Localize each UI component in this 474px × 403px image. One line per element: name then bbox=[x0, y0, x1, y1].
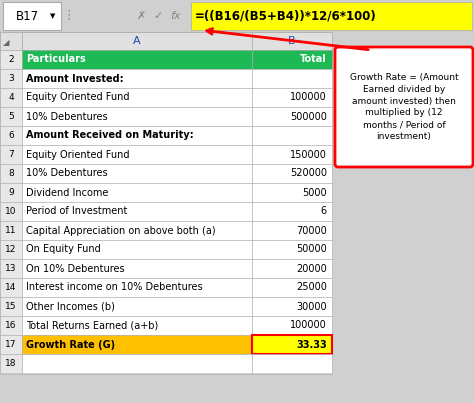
FancyBboxPatch shape bbox=[252, 354, 332, 373]
Text: Other Incomes (b): Other Incomes (b) bbox=[26, 301, 115, 312]
FancyBboxPatch shape bbox=[0, 240, 22, 259]
FancyBboxPatch shape bbox=[3, 2, 61, 30]
Text: 9: 9 bbox=[8, 188, 14, 197]
Text: 10% Debentures: 10% Debentures bbox=[26, 112, 108, 121]
Text: 17: 17 bbox=[5, 340, 17, 349]
Text: 100000: 100000 bbox=[290, 320, 327, 330]
Text: 11: 11 bbox=[5, 226, 17, 235]
FancyBboxPatch shape bbox=[252, 107, 332, 126]
Text: Total: Total bbox=[300, 54, 327, 64]
FancyBboxPatch shape bbox=[252, 50, 332, 69]
Text: 100000: 100000 bbox=[290, 93, 327, 102]
Text: On Equity Fund: On Equity Fund bbox=[26, 245, 101, 255]
FancyBboxPatch shape bbox=[0, 69, 22, 88]
Text: Equity Oriented Fund: Equity Oriented Fund bbox=[26, 150, 129, 160]
FancyBboxPatch shape bbox=[0, 259, 22, 278]
Text: 70000: 70000 bbox=[296, 226, 327, 235]
Text: B: B bbox=[288, 36, 296, 46]
Text: ▼: ▼ bbox=[50, 13, 55, 19]
FancyBboxPatch shape bbox=[0, 221, 22, 240]
Text: Dividend Income: Dividend Income bbox=[26, 187, 109, 197]
FancyBboxPatch shape bbox=[22, 50, 252, 69]
Text: 5: 5 bbox=[8, 112, 14, 121]
Text: 12: 12 bbox=[5, 245, 17, 254]
Text: 10: 10 bbox=[5, 207, 17, 216]
Text: 10% Debentures: 10% Debentures bbox=[26, 168, 108, 179]
FancyBboxPatch shape bbox=[252, 221, 332, 240]
FancyBboxPatch shape bbox=[252, 240, 332, 259]
FancyBboxPatch shape bbox=[0, 32, 332, 374]
FancyBboxPatch shape bbox=[252, 259, 332, 278]
FancyBboxPatch shape bbox=[22, 107, 252, 126]
FancyBboxPatch shape bbox=[0, 0, 474, 32]
FancyBboxPatch shape bbox=[0, 50, 22, 69]
Text: 30000: 30000 bbox=[296, 301, 327, 312]
FancyBboxPatch shape bbox=[22, 259, 252, 278]
Text: 6: 6 bbox=[321, 206, 327, 216]
Text: 500000: 500000 bbox=[290, 112, 327, 121]
Text: Amount Received on Maturity:: Amount Received on Maturity: bbox=[26, 131, 193, 141]
Text: ◢: ◢ bbox=[3, 38, 9, 47]
FancyBboxPatch shape bbox=[252, 297, 332, 316]
FancyBboxPatch shape bbox=[191, 2, 472, 30]
Text: B17: B17 bbox=[16, 10, 39, 23]
Text: 150000: 150000 bbox=[290, 150, 327, 160]
FancyBboxPatch shape bbox=[22, 126, 252, 145]
FancyBboxPatch shape bbox=[252, 88, 332, 107]
FancyBboxPatch shape bbox=[22, 278, 252, 297]
Text: 18: 18 bbox=[5, 359, 17, 368]
Text: A: A bbox=[133, 36, 141, 46]
FancyBboxPatch shape bbox=[22, 354, 252, 373]
Text: ⋮: ⋮ bbox=[63, 10, 75, 23]
Text: =((B16/(B5+B4))*12/6*100): =((B16/(B5+B4))*12/6*100) bbox=[195, 10, 377, 23]
Text: Growth Rate = (Amount
Earned divided by
amount invested) then
multiplied by (12
: Growth Rate = (Amount Earned divided by … bbox=[350, 73, 458, 141]
FancyBboxPatch shape bbox=[0, 164, 22, 183]
FancyBboxPatch shape bbox=[335, 47, 473, 167]
FancyBboxPatch shape bbox=[252, 126, 332, 145]
Text: Amount Invested:: Amount Invested: bbox=[26, 73, 124, 83]
Text: 16: 16 bbox=[5, 321, 17, 330]
FancyBboxPatch shape bbox=[22, 240, 252, 259]
Text: Total Returns Earned (a+b): Total Returns Earned (a+b) bbox=[26, 320, 158, 330]
FancyBboxPatch shape bbox=[0, 335, 22, 354]
Text: 5000: 5000 bbox=[302, 187, 327, 197]
FancyBboxPatch shape bbox=[0, 145, 22, 164]
Text: 8: 8 bbox=[8, 169, 14, 178]
Text: 520000: 520000 bbox=[290, 168, 327, 179]
FancyBboxPatch shape bbox=[252, 69, 332, 88]
FancyBboxPatch shape bbox=[0, 316, 22, 335]
Text: Period of Investment: Period of Investment bbox=[26, 206, 128, 216]
Text: Interest income on 10% Debentures: Interest income on 10% Debentures bbox=[26, 283, 202, 293]
FancyBboxPatch shape bbox=[0, 183, 22, 202]
FancyBboxPatch shape bbox=[22, 164, 252, 183]
FancyBboxPatch shape bbox=[0, 354, 22, 373]
FancyBboxPatch shape bbox=[22, 335, 252, 354]
FancyBboxPatch shape bbox=[252, 145, 332, 164]
FancyBboxPatch shape bbox=[0, 202, 22, 221]
FancyBboxPatch shape bbox=[0, 297, 22, 316]
FancyBboxPatch shape bbox=[22, 88, 252, 107]
FancyBboxPatch shape bbox=[252, 316, 332, 335]
Text: fx: fx bbox=[171, 11, 181, 21]
Text: 20000: 20000 bbox=[296, 264, 327, 274]
Text: Particulars: Particulars bbox=[26, 54, 86, 64]
FancyBboxPatch shape bbox=[252, 278, 332, 297]
FancyBboxPatch shape bbox=[22, 69, 252, 88]
Text: ✓: ✓ bbox=[153, 11, 163, 21]
FancyBboxPatch shape bbox=[0, 32, 22, 50]
Text: Capital Appreciation on above both (a): Capital Appreciation on above both (a) bbox=[26, 226, 216, 235]
FancyBboxPatch shape bbox=[22, 145, 252, 164]
Text: ✗: ✗ bbox=[137, 11, 146, 21]
FancyBboxPatch shape bbox=[0, 278, 22, 297]
FancyBboxPatch shape bbox=[0, 126, 22, 145]
FancyBboxPatch shape bbox=[22, 221, 252, 240]
FancyBboxPatch shape bbox=[252, 183, 332, 202]
Text: 2: 2 bbox=[8, 55, 14, 64]
Text: 7: 7 bbox=[8, 150, 14, 159]
FancyBboxPatch shape bbox=[0, 107, 22, 126]
Text: 33.33: 33.33 bbox=[296, 339, 327, 349]
Text: 13: 13 bbox=[5, 264, 17, 273]
FancyBboxPatch shape bbox=[252, 32, 332, 50]
FancyBboxPatch shape bbox=[22, 316, 252, 335]
